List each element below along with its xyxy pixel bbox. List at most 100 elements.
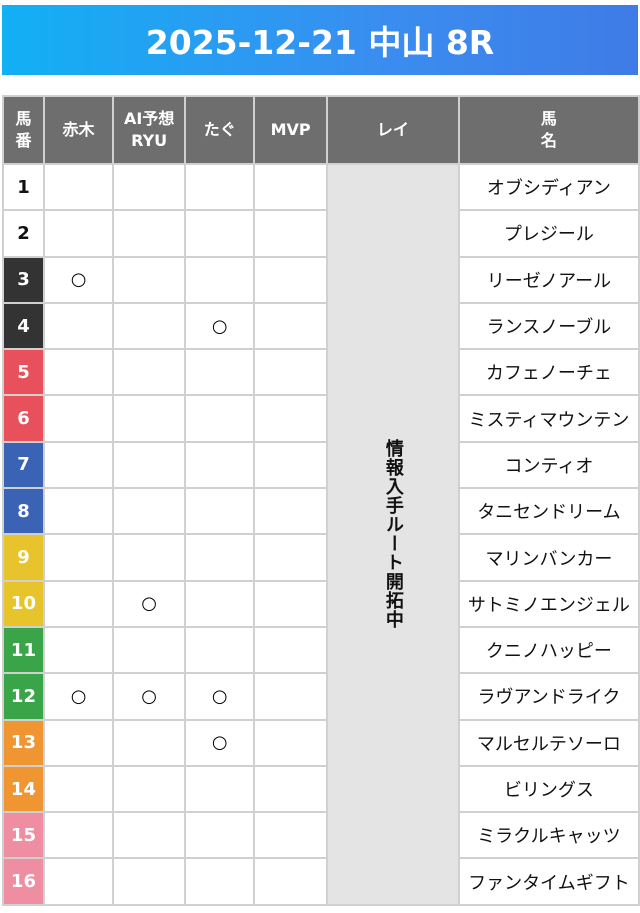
horse-name: サトミノエンジェル (459, 581, 638, 626)
prediction-cell: ○ (186, 720, 254, 765)
prediction-table: 馬 番赤木 AI予想 RYU たぐ MVP レイ馬 名 1 情報入手ルート開拓中 オブシディ… (2, 95, 640, 906)
prediction-cell (44, 165, 113, 210)
prediction-cell (44, 813, 113, 858)
prediction-cell (44, 396, 113, 441)
prediction-cell (255, 165, 326, 210)
prediction-cell (44, 581, 113, 626)
prediction-cell: ○ (186, 674, 254, 719)
prediction-cell (186, 627, 254, 673)
prediction-cell (114, 766, 185, 812)
prediction-cell (44, 859, 113, 904)
horse-row: 2 プレジール (4, 211, 638, 256)
horse-row: 5 カフェノーチェ (4, 350, 638, 395)
prediction-cell (186, 489, 254, 534)
horse-row: 11 クニノハッピー (4, 627, 638, 673)
horse-name: カフェノーチェ (459, 350, 638, 395)
prediction-cell (186, 211, 254, 256)
horse-number: 3 (4, 257, 43, 302)
horse-row: 1 情報入手ルート開拓中 オブシディアン (4, 165, 638, 904)
prediction-cell (114, 165, 185, 210)
horse-row: 9 マリンバンカー (4, 535, 638, 580)
prediction-cell (186, 165, 254, 210)
column-header: MVP (255, 97, 326, 163)
prediction-cell (255, 581, 326, 626)
horse-name: マリンバンカー (459, 535, 638, 580)
prediction-cell (114, 442, 185, 488)
table-body: 1 情報入手ルート開拓中 オブシディアン 2 プレジール 3 ○ リーゼノアール 4 ○ ランスノー… (4, 165, 638, 904)
prediction-cell (255, 350, 326, 395)
horse-row: 14 ビリングス (4, 766, 638, 812)
horse-number: 5 (4, 350, 43, 395)
prediction-cell (255, 535, 326, 580)
prediction-cell (44, 535, 113, 580)
prediction-cell (114, 859, 185, 904)
horse-number: 9 (4, 535, 43, 580)
horse-number: 1 (4, 165, 43, 210)
horse-row: 12 ○ ○ ○ ラヴアンドライク (4, 674, 638, 719)
horse-name: リーゼノアール (459, 257, 638, 302)
horse-name: ビリングス (459, 766, 638, 812)
prediction-cell (255, 303, 326, 349)
prediction-cell (255, 859, 326, 904)
horse-number: 16 (4, 859, 43, 904)
horse-number: 6 (4, 396, 43, 441)
horse-row: 6 ミスティマウンテン (4, 396, 638, 441)
prediction-cell: ○ (186, 303, 254, 349)
prediction-cell (186, 350, 254, 395)
prediction-cell (186, 396, 254, 441)
horse-name: ミスティマウンテン (459, 396, 638, 441)
prediction-cell (255, 257, 326, 302)
prediction-cell: ○ (44, 674, 113, 719)
column-header: 馬 番 (4, 97, 43, 163)
horse-row: 10 ○ サトミノエンジェル (4, 581, 638, 626)
horse-number: 15 (4, 813, 43, 858)
horse-number: 12 (4, 674, 43, 719)
prediction-cell (44, 350, 113, 395)
horse-name: ランスノーブル (459, 303, 638, 349)
horse-row: 3 ○ リーゼノアール (4, 257, 638, 302)
horse-name: マルセルテソーロ (459, 720, 638, 765)
prediction-cell (186, 257, 254, 302)
prediction-cell (114, 396, 185, 441)
horse-row: 8 タニセンドリーム (4, 489, 638, 534)
prediction-cell (44, 720, 113, 765)
prediction-cell (255, 720, 326, 765)
prediction-cell (255, 674, 326, 719)
prediction-cell: ○ (114, 581, 185, 626)
column-header: 赤木 (44, 97, 113, 163)
column-header: たぐ (186, 97, 254, 163)
horse-row: 16 ファンタイムギフト (4, 859, 638, 904)
horse-name: ラヴアンドライク (459, 674, 638, 719)
horse-name: オブシディアン (459, 165, 638, 210)
column-header: 馬 名 (459, 97, 638, 163)
horse-row: 7 コンティオ (4, 442, 638, 488)
horse-name: プレジール (459, 211, 638, 256)
horse-number: 11 (4, 627, 43, 673)
horse-name: ミラクルキャッツ (459, 813, 638, 858)
info-note: 情報入手ルート開拓中 (327, 165, 458, 904)
prediction-cell (114, 627, 185, 673)
prediction-cell (44, 442, 113, 488)
prediction-cell (114, 257, 185, 302)
prediction-cell (255, 627, 326, 673)
prediction-cell: ○ (114, 674, 185, 719)
header-row: 馬 番赤木 AI予想 RYU たぐ MVP レイ馬 名 (4, 97, 638, 163)
prediction-cell (255, 211, 326, 256)
horse-row: 4 ○ ランスノーブル (4, 303, 638, 349)
prediction-cell (186, 442, 254, 488)
prediction-cell (44, 489, 113, 534)
prediction-cell (186, 859, 254, 904)
prediction-cell (255, 442, 326, 488)
prediction-cell (186, 766, 254, 812)
horse-row: 13 ○ マルセルテソーロ (4, 720, 638, 765)
prediction-cell (44, 627, 113, 673)
column-header: レイ (327, 97, 458, 163)
horse-number: 14 (4, 766, 43, 812)
prediction-cell (186, 813, 254, 858)
prediction-cell (255, 766, 326, 812)
prediction-cell (255, 396, 326, 441)
horse-number: 13 (4, 720, 43, 765)
horse-row: 15 ミラクルキャッツ (4, 813, 638, 858)
